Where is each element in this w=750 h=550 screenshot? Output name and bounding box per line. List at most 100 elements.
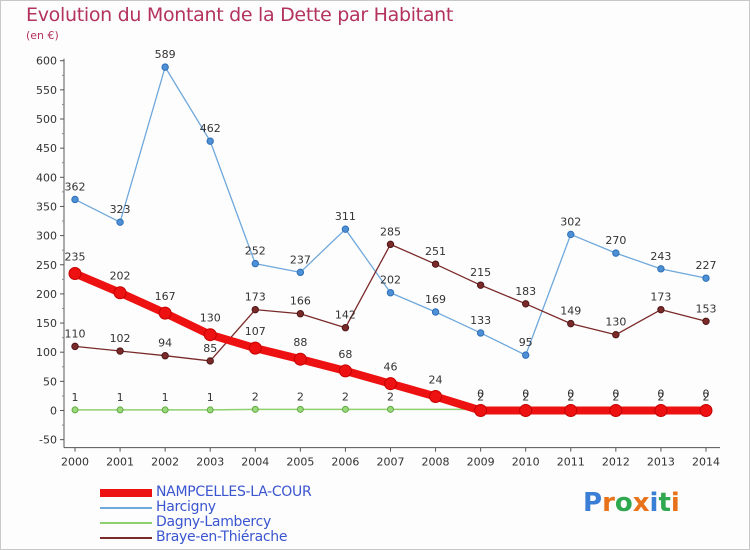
legend-label: Harcigny (156, 499, 216, 515)
braye-en-thi-rache-data-label: 110 (65, 327, 86, 340)
y-tick-label: 500 (36, 113, 57, 126)
nampcelles-la-cour-data-label: 24 (429, 374, 443, 387)
nampcelles-la-cour-point (654, 404, 668, 417)
nampcelles-la-cour-data-label: 68 (338, 348, 352, 361)
nampcelles-la-cour-point (158, 306, 172, 320)
braye-en-thi-rache-data-label: 183 (515, 285, 536, 298)
y-tick-label: 400 (36, 171, 57, 184)
logo-letter: t (658, 488, 671, 518)
dagny-lambercy-data-label: 2 (342, 390, 349, 403)
dagny-lambercy-data-label: 2 (297, 390, 304, 403)
braye-en-thi-rache-data-label: 149 (560, 305, 581, 318)
dagny-lambercy-point (296, 405, 304, 413)
braye-en-thi-rache-data-label: 251 (425, 245, 446, 258)
dagny-lambercy-data-label: 1 (72, 391, 79, 404)
braye-en-thi-rache-point (476, 281, 485, 289)
nampcelles-la-cour-data-label: 235 (65, 250, 86, 263)
dagny-lambercy-point (386, 405, 394, 413)
braye-en-thi-rache-data-label: 153 (695, 302, 716, 315)
dagny-lambercy-data-label: 1 (117, 391, 124, 404)
logo-letter: o (614, 488, 633, 518)
nampcelles-la-cour-data-label: 107 (245, 325, 266, 338)
x-tick-label: 2007 (376, 456, 404, 469)
braye-en-thi-rache-point (116, 347, 124, 355)
proxiti-logo: Proxiti (583, 488, 680, 518)
dagny-lambercy-data-label: 2 (387, 390, 394, 403)
dagny-lambercy-point (161, 406, 169, 414)
x-tick-label: 2013 (647, 456, 675, 469)
braye-en-thi-rache-data-label: 130 (605, 316, 626, 329)
harcigny-point (431, 308, 440, 316)
chart-title: Evolution du Montant de la Dette par Hab… (26, 4, 454, 26)
dagny-lambercy-data-label: 2 (567, 390, 574, 403)
dagny-lambercy-data-label: 1 (162, 391, 169, 404)
dagny-lambercy-point (251, 405, 259, 413)
harcigny-data-label: 133 (470, 314, 491, 327)
nampcelles-la-cour-point (68, 266, 82, 280)
harcigny-data-label: 237 (290, 253, 311, 266)
x-tick-label: 2005 (286, 456, 314, 469)
x-tick-label: 2011 (557, 456, 585, 469)
braye-en-thi-rache-data-label: 94 (158, 337, 172, 350)
harcigny-point (386, 289, 395, 297)
harcigny-data-label: 202 (380, 274, 401, 287)
braye-en-thi-rache-point (657, 305, 665, 314)
y-tick-label: 350 (36, 200, 57, 213)
harcigny-data-label: 302 (560, 215, 581, 228)
braye-en-thi-rache-data-label: 166 (290, 295, 311, 308)
harcigny-data-label: 589 (155, 48, 176, 61)
x-tick-label: 2000 (61, 456, 89, 469)
y-tick-label: 300 (36, 230, 57, 243)
harcigny-point (71, 195, 79, 204)
legend-label: Braye-en-Thiérache (156, 529, 288, 545)
braye-en-thi-rache-point (386, 240, 395, 249)
x-tick-label: 2009 (467, 456, 495, 469)
y-tick-label: 100 (36, 346, 57, 359)
braye-en-thi-rache-point (431, 260, 440, 268)
nampcelles-la-cour-data-label: 88 (293, 336, 307, 349)
y-tick-label: 50 (43, 375, 57, 388)
nampcelles-la-cour-data-label: 0 (477, 388, 484, 401)
harcigny-data-label: 169 (425, 293, 446, 306)
braye-en-thi-rache-data-label: 173 (245, 291, 266, 304)
logo-letter: i (649, 488, 659, 518)
x-tick-label: 2008 (422, 456, 450, 469)
harcigny-data-label: 311 (335, 210, 356, 223)
harcigny-point (206, 137, 214, 145)
dagny-lambercy-point (116, 406, 124, 414)
dagny-lambercy-point (206, 406, 214, 414)
harcigny-data-label: 95 (519, 336, 533, 349)
x-tick-label: 2001 (106, 456, 134, 469)
y-tick-label: 450 (36, 142, 57, 155)
logo-letter: P (583, 488, 603, 518)
nampcelles-la-cour-point (609, 404, 623, 417)
x-tick-label: 2004 (241, 456, 269, 469)
y-tick-label: 150 (36, 317, 57, 330)
dagny-lambercy-data-label: 2 (252, 390, 259, 403)
braye-en-thi-rache-data-label: 102 (110, 332, 131, 345)
harcigny-point (116, 218, 124, 226)
x-tick-label: 2002 (151, 456, 179, 469)
harcigny-point (657, 265, 665, 273)
legend-swatch (100, 522, 152, 524)
braye-en-thi-rache-data-label: 85 (203, 342, 217, 355)
dagny-lambercy-data-label: 2 (477, 390, 484, 403)
braye-en-thi-rache-point (206, 357, 214, 365)
dagny-lambercy-data-label: 2 (522, 390, 529, 403)
harcigny-data-label: 323 (110, 203, 131, 216)
harcigny-point (251, 259, 259, 268)
harcigny-point (161, 63, 169, 71)
braye-en-thi-rache-point (612, 331, 620, 339)
harcigny-point (612, 249, 620, 257)
y-tick-label: 250 (36, 259, 57, 272)
nampcelles-la-cour-data-label: 0 (522, 388, 529, 401)
legend-label: Dagny-Lambercy (156, 514, 271, 530)
dagny-lambercy-data-label: 2 (657, 390, 664, 403)
x-tick-label: 2010 (512, 456, 540, 469)
braye-en-thi-rache-point (522, 300, 530, 308)
nampcelles-la-cour-data-label: 0 (702, 388, 709, 401)
x-tick-label: 2012 (602, 456, 630, 469)
harcigny-data-label: 362 (65, 180, 86, 193)
